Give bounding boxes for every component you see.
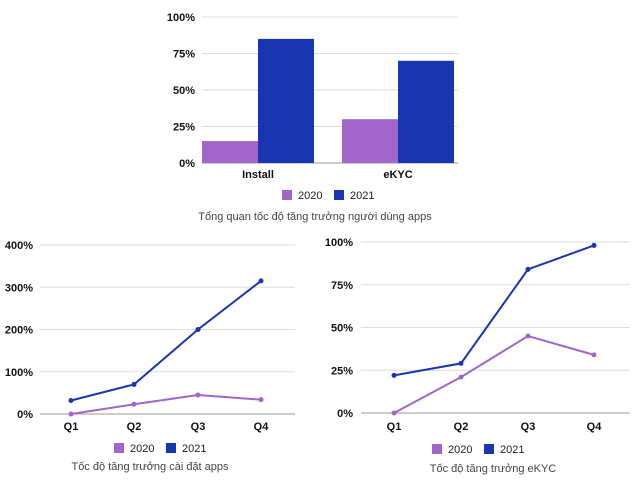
ekyc-growth-line-chart: 0% 25% 50% 75% 100% Q1 Q2 Q3 Q4 2020 2021 Tốc độ tă… [325,237,630,475]
series-line-2020 [70,393,262,415]
x-tick-label: Q3 [521,421,536,433]
bar-2020-install [202,141,258,163]
y-tick-label: 50% [173,85,195,97]
bar-2020-ekyc [342,119,398,163]
point-2020-q4 [591,352,597,358]
y-tick-label: 25% [173,122,195,134]
legend-swatch-2021 [484,444,494,454]
y-tick-label: 0% [337,408,353,420]
legend-label-2021: 2021 [350,190,374,202]
chart-caption: Tốc độ tăng trưởng cài đặt apps [71,461,229,473]
legend-swatch-2020 [114,443,124,453]
x-tick-label: Q2 [127,421,142,433]
point-2021-q1 [68,397,74,403]
series-line-2020 [393,334,595,414]
series-line-2021 [70,280,262,402]
y-tick-label: 0% [179,158,195,170]
chart-caption: Tốc độ tăng trưởng eKYC [430,463,557,475]
point-2021-q1 [391,372,397,378]
y-tick-label: 75% [173,49,195,61]
point-2021-q2 [458,360,464,366]
point-2020-q2 [131,401,137,407]
point-2021-q3 [525,266,531,272]
x-tick-label: Q4 [254,421,270,433]
legend-label-2021: 2021 [500,444,524,456]
chart-caption: Tổng quan tốc độ tăng trưởng người dùng … [198,211,432,223]
point-2020-q2 [458,374,464,380]
point-2020-q3 [195,392,201,398]
point-2020-q4 [258,397,264,403]
y-tick-label: 75% [331,280,353,292]
x-tick-label: Q4 [587,421,603,433]
x-tick-label: Q3 [191,421,206,433]
install-growth-line-chart: 0% 100% 200% 300% 400% Q1 Q2 Q3 Q4 2020 2021 Tốc độ… [5,240,295,473]
y-tick-label: 300% [5,282,33,294]
legend-label-2021: 2021 [182,443,206,455]
x-tick-label: eKYC [383,169,412,181]
point-2021-q4 [258,278,264,284]
point-2021-q4 [591,242,597,248]
legend-swatch-2020 [282,190,292,200]
y-tick-label: 0% [17,409,33,421]
y-tick-label: 200% [5,325,33,337]
x-tick-label: Q1 [64,421,79,433]
y-tick-label: 100% [5,367,33,379]
series-line-2021 [393,244,595,377]
y-tick-label: 400% [5,240,33,252]
y-tick-label: 25% [331,365,353,377]
legend-label-2020: 2020 [448,444,472,456]
legend-swatch-2021 [334,190,344,200]
bar-2021-install [258,38,314,163]
x-tick-label: Install [242,169,274,181]
point-2021-q2 [131,381,137,387]
point-2021-q3 [195,327,201,332]
x-tick-label: Q1 [387,421,402,433]
point-2020-q3 [525,333,531,339]
legend-swatch-2020 [432,444,442,454]
legend-swatch-2021 [166,443,176,453]
legend-label-2020: 2020 [130,443,154,455]
x-tick-label: Q2 [454,421,469,433]
legend-label-2020: 2020 [298,190,322,202]
y-tick-label: 100% [167,12,195,24]
y-tick-label: 100% [325,237,353,249]
point-2020-q1 [391,410,397,416]
user-growth-bar-chart: 0% 25% 50% 75% 100% Install eKYC 2020 2021 Tổng q… [167,12,458,223]
point-2020-q1 [68,411,74,417]
y-tick-label: 50% [331,323,353,335]
bar-2021-ekyc [398,60,454,163]
